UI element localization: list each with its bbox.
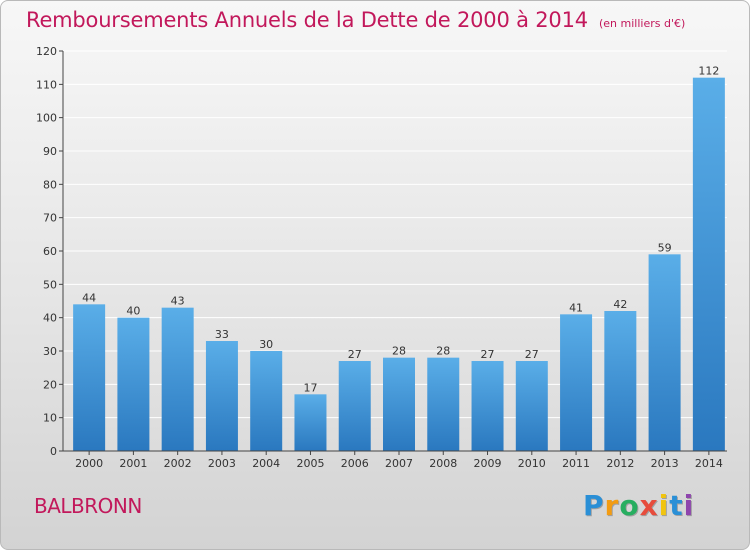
logo-letter: i [658,489,670,522]
logo-letter: x [639,489,659,522]
axes [59,50,727,455]
y-tick-label: 120 [36,45,57,58]
x-tick-label: 2004 [252,457,280,470]
x-tick-label: 2014 [695,457,723,470]
x-tick-label: 2009 [474,457,502,470]
bar-2008 [427,357,460,451]
x-tick-label: 2007 [385,457,413,470]
bar-2013 [648,254,681,451]
bar-2001 [117,317,150,451]
x-tick-label: 2012 [606,457,634,470]
x-tick-label: 2000 [75,457,103,470]
y-tick-label: 80 [43,178,57,191]
bar-2014 [692,77,725,452]
bar-2010 [515,361,548,451]
data-label: 41 [569,301,583,314]
data-label: 33 [215,328,229,341]
y-tick-label: 20 [43,378,57,391]
x-tick-label: 2006 [341,457,369,470]
proxiti-logo[interactable]: Proxiti [583,489,694,522]
gridlines [63,50,727,419]
x-tick-label: 2002 [164,457,192,470]
bar-2002 [161,307,194,451]
chart-title-block: Remboursements Annuels de la Dette de 20… [26,8,685,32]
logo-letter: P [583,489,605,522]
y-tick-label: 40 [43,312,57,325]
bar-2006 [338,361,371,451]
x-tick-label: 2001 [119,457,147,470]
data-label: 28 [436,345,450,358]
chart-subtitle: (en milliers d'€) [599,17,686,30]
x-tick-label: 2003 [208,457,236,470]
x-tick-label: 2005 [296,457,324,470]
y-tick-label: 110 [36,78,57,91]
bar-2007 [383,357,415,451]
y-tick-label: 10 [43,412,57,425]
data-label: 17 [303,381,317,394]
data-label: 27 [525,348,539,361]
bars [73,77,725,452]
bar-2003 [205,341,238,451]
bar-2000 [73,304,106,451]
labels: 0 10 20 30 40 50 60 70 80 90 100 110 120 44 2000 40 2001… [36,45,723,470]
logo-letter: r [604,489,620,522]
logo-letter: i [683,489,695,522]
data-label: 27 [348,348,362,361]
bar-2005 [294,394,327,451]
y-tick-label: 60 [43,245,57,258]
y-tick-label: 30 [43,345,57,358]
logo-letter: o [619,489,640,522]
bar-2009 [471,361,504,451]
place-name: BALBRONN [34,494,142,518]
x-tick-label: 2010 [518,457,546,470]
bar-2011 [560,314,593,451]
data-label: 112 [698,65,719,78]
y-tick-label: 50 [43,278,57,291]
data-label: 27 [481,348,495,361]
x-tick-label: 2008 [429,457,457,470]
logo-letter: t [669,489,684,522]
bar-2012 [604,311,637,451]
data-label: 40 [126,305,140,318]
data-label: 28 [392,345,406,358]
y-tick-label: 90 [43,145,57,158]
data-label: 44 [82,291,96,304]
data-label: 43 [171,295,185,308]
y-tick-label: 0 [50,445,57,458]
data-label: 42 [613,298,627,311]
data-label: 59 [658,241,672,254]
data-label: 30 [259,338,273,351]
x-tick-label: 2013 [651,457,679,470]
x-tick-label: 2011 [562,457,590,470]
y-tick-label: 70 [43,212,57,225]
chart-title: Remboursements Annuels de la Dette de 20… [26,8,588,32]
y-tick-label: 100 [36,112,57,125]
bar-2004 [250,351,283,451]
